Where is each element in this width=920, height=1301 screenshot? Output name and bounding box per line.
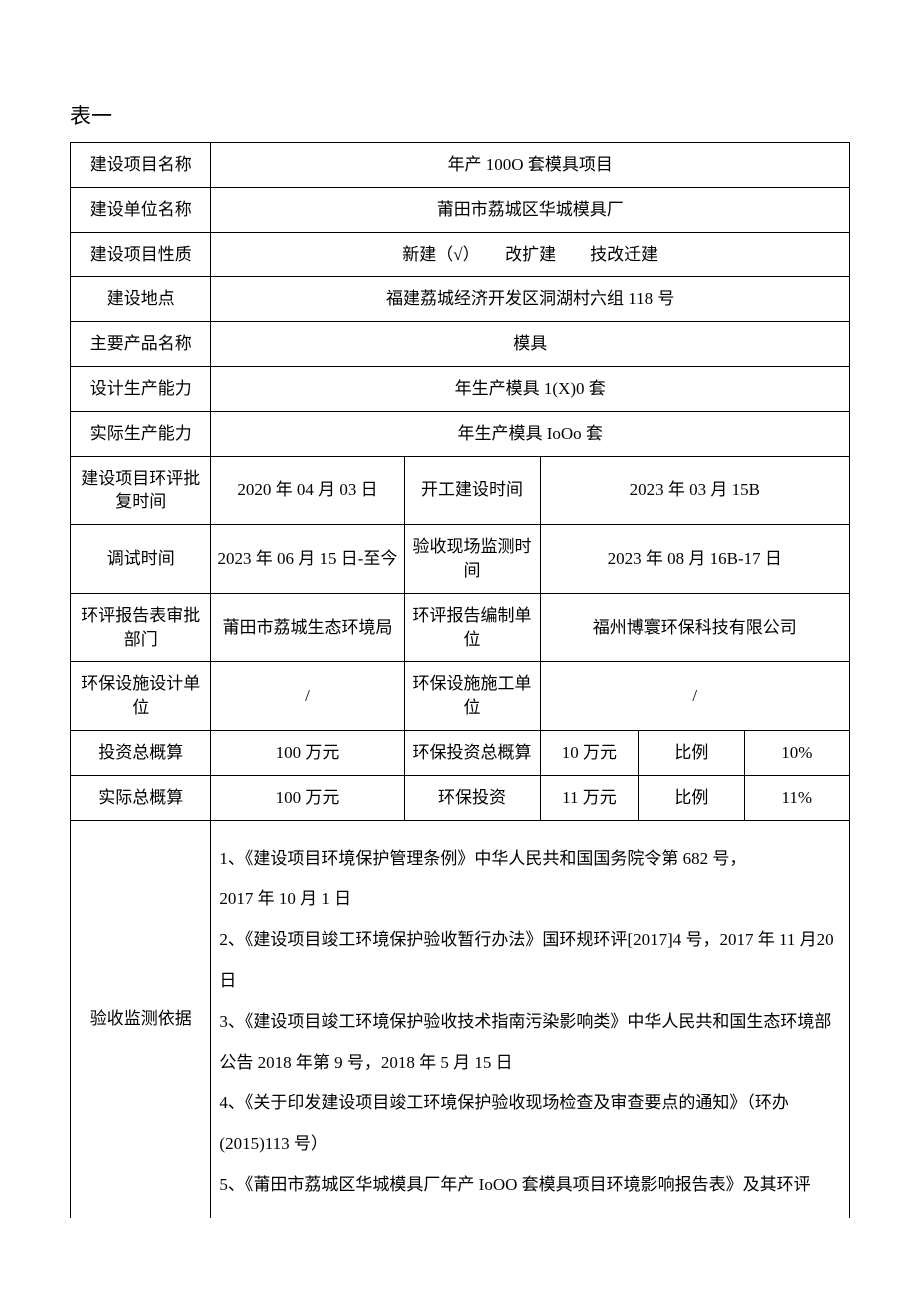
value-env-invest-est: 10 万元 xyxy=(541,731,639,775)
basis-item: 2、《建设项目竣工环境保护验收暂行办法》国环规环评[2017]4 号，2017 … xyxy=(219,920,841,1002)
value-ratio-actual: 11% xyxy=(745,776,849,820)
value-monitor-time: 2023 年 08 月 16B-17 日 xyxy=(541,537,849,581)
label-monitor-time: 验收现场监测时间 xyxy=(405,525,540,593)
label-env-construct: 环保设施施工单位 xyxy=(405,662,540,730)
label-eia-approval-time: 建设项目环评批复时间 xyxy=(71,457,210,525)
label-actual-capacity: 实际生产能力 xyxy=(71,412,210,456)
value-eia-dept: 莆田市荔城生态环境局 xyxy=(211,606,403,650)
basis-item: 3、《建设项目竣工环境保护验收技术指南污染影响类》中华人民共和国生态环境部公告 … xyxy=(219,1002,841,1084)
table-row: 环保设施设计单位 / 环保设施施工单位 / xyxy=(71,662,850,731)
table-row: 设计生产能力 年生产模具 1(X)0 套 xyxy=(71,366,850,411)
label-env-design: 环保设施设计单位 xyxy=(71,662,210,730)
document-page: 表一 建设项目名称 年产 100O 套模具项目 建设单位名称 莆田市荔城区华城模… xyxy=(0,0,920,1258)
value-project-name: 年产 100O 套模具项目 xyxy=(211,143,849,187)
label-eia-dept: 环评报告表审批部门 xyxy=(71,594,210,662)
label-eia-compiler: 环评报告编制单位 xyxy=(405,594,540,662)
label-basis: 验收监测依据 xyxy=(71,997,210,1041)
basis-item: 1、《建设项目环境保护管理条例》中华人民共和国国务院令第 682 号， xyxy=(219,839,841,880)
value-env-construct: / xyxy=(541,674,849,718)
label-env-invest-actual: 环保投资 xyxy=(405,776,540,820)
table-row: 建设地点 福建荔城经济开发区洞湖村六组 118 号 xyxy=(71,277,850,322)
label-ratio-est: 比例 xyxy=(639,731,743,775)
value-project-nature: 新建（√） 改扩建 技改迁建 xyxy=(211,233,849,277)
label-project-nature: 建设项目性质 xyxy=(71,233,210,277)
label-trial-time: 调试时间 xyxy=(71,537,210,581)
table-row: 环评报告表审批部门 莆田市荔城生态环境局 环评报告编制单位 福州博寰环保科技有限… xyxy=(71,593,850,662)
table-row: 主要产品名称 模具 xyxy=(71,322,850,367)
label-ratio-actual: 比例 xyxy=(639,776,743,820)
basis-item: 2017 年 10 月 1 日 xyxy=(219,879,841,920)
basis-item: 4、《关于印发建设项目竣工环境保护验收现场检查及审查要点的通知》（环办(2015… xyxy=(219,1083,841,1165)
table-row: 建设项目环评批复时间 2020 年 04 月 03 日 开工建设时间 2023 … xyxy=(71,456,850,525)
label-location: 建设地点 xyxy=(71,277,210,321)
value-invest-actual: 100 万元 xyxy=(211,776,403,820)
value-invest-est: 100 万元 xyxy=(211,731,403,775)
value-eia-compiler: 福州博寰环保科技有限公司 xyxy=(541,606,849,650)
value-env-design: / xyxy=(211,674,403,718)
basis-content: 1、《建设项目环境保护管理条例》中华人民共和国国务院令第 682 号， 2017… xyxy=(211,821,849,1218)
table-row: 建设单位名称 莆田市荔城区华城模具厂 xyxy=(71,187,850,232)
table-row: 建设项目性质 新建（√） 改扩建 技改迁建 xyxy=(71,232,850,277)
table-row: 验收监测依据 1、《建设项目环境保护管理条例》中华人民共和国国务院令第 682 … xyxy=(71,820,850,1218)
value-actual-capacity: 年生产模具 IoOo 套 xyxy=(211,412,849,456)
info-table: 建设项目名称 年产 100O 套模具项目 建设单位名称 莆田市荔城区华城模具厂 … xyxy=(70,142,850,1218)
label-project-name: 建设项目名称 xyxy=(71,143,210,187)
value-design-capacity: 年生产模具 1(X)0 套 xyxy=(211,367,849,411)
table-row: 建设项目名称 年产 100O 套模具项目 xyxy=(71,143,850,188)
table-row: 实际生产能力 年生产模具 IoOo 套 xyxy=(71,411,850,456)
value-main-product: 模具 xyxy=(211,322,849,366)
basis-item: 5、《莆田市荔城区华城模具厂年产 IoOO 套模具项目环境影响报告表》及其环评 xyxy=(219,1165,841,1206)
value-eia-approval-time: 2020 年 04 月 03 日 xyxy=(211,468,403,512)
table-row: 调试时间 2023 年 06 月 15 日-至今 验收现场监测时间 2023 年… xyxy=(71,525,850,594)
value-trial-time: 2023 年 06 月 15 日-至今 xyxy=(211,537,403,581)
label-construction-start: 开工建设时间 xyxy=(405,468,540,512)
label-env-invest-est: 环保投资总概算 xyxy=(405,731,540,775)
table-row: 投资总概算 100 万元 环保投资总概算 10 万元 比例 10% xyxy=(71,730,850,775)
value-location: 福建荔城经济开发区洞湖村六组 118 号 xyxy=(211,277,849,321)
label-design-capacity: 设计生产能力 xyxy=(71,367,210,411)
value-ratio-est: 10% xyxy=(745,731,849,775)
value-builder-name: 莆田市荔城区华城模具厂 xyxy=(211,188,849,232)
value-construction-start: 2023 年 03 月 15B xyxy=(541,468,849,512)
table-title: 表一 xyxy=(70,100,850,130)
table-row: 实际总概算 100 万元 环保投资 11 万元 比例 11% xyxy=(71,775,850,820)
label-invest-est: 投资总概算 xyxy=(71,731,210,775)
label-invest-actual: 实际总概算 xyxy=(71,776,210,820)
label-main-product: 主要产品名称 xyxy=(71,322,210,366)
value-env-invest-actual: 11 万元 xyxy=(541,776,639,820)
label-builder-name: 建设单位名称 xyxy=(71,188,210,232)
